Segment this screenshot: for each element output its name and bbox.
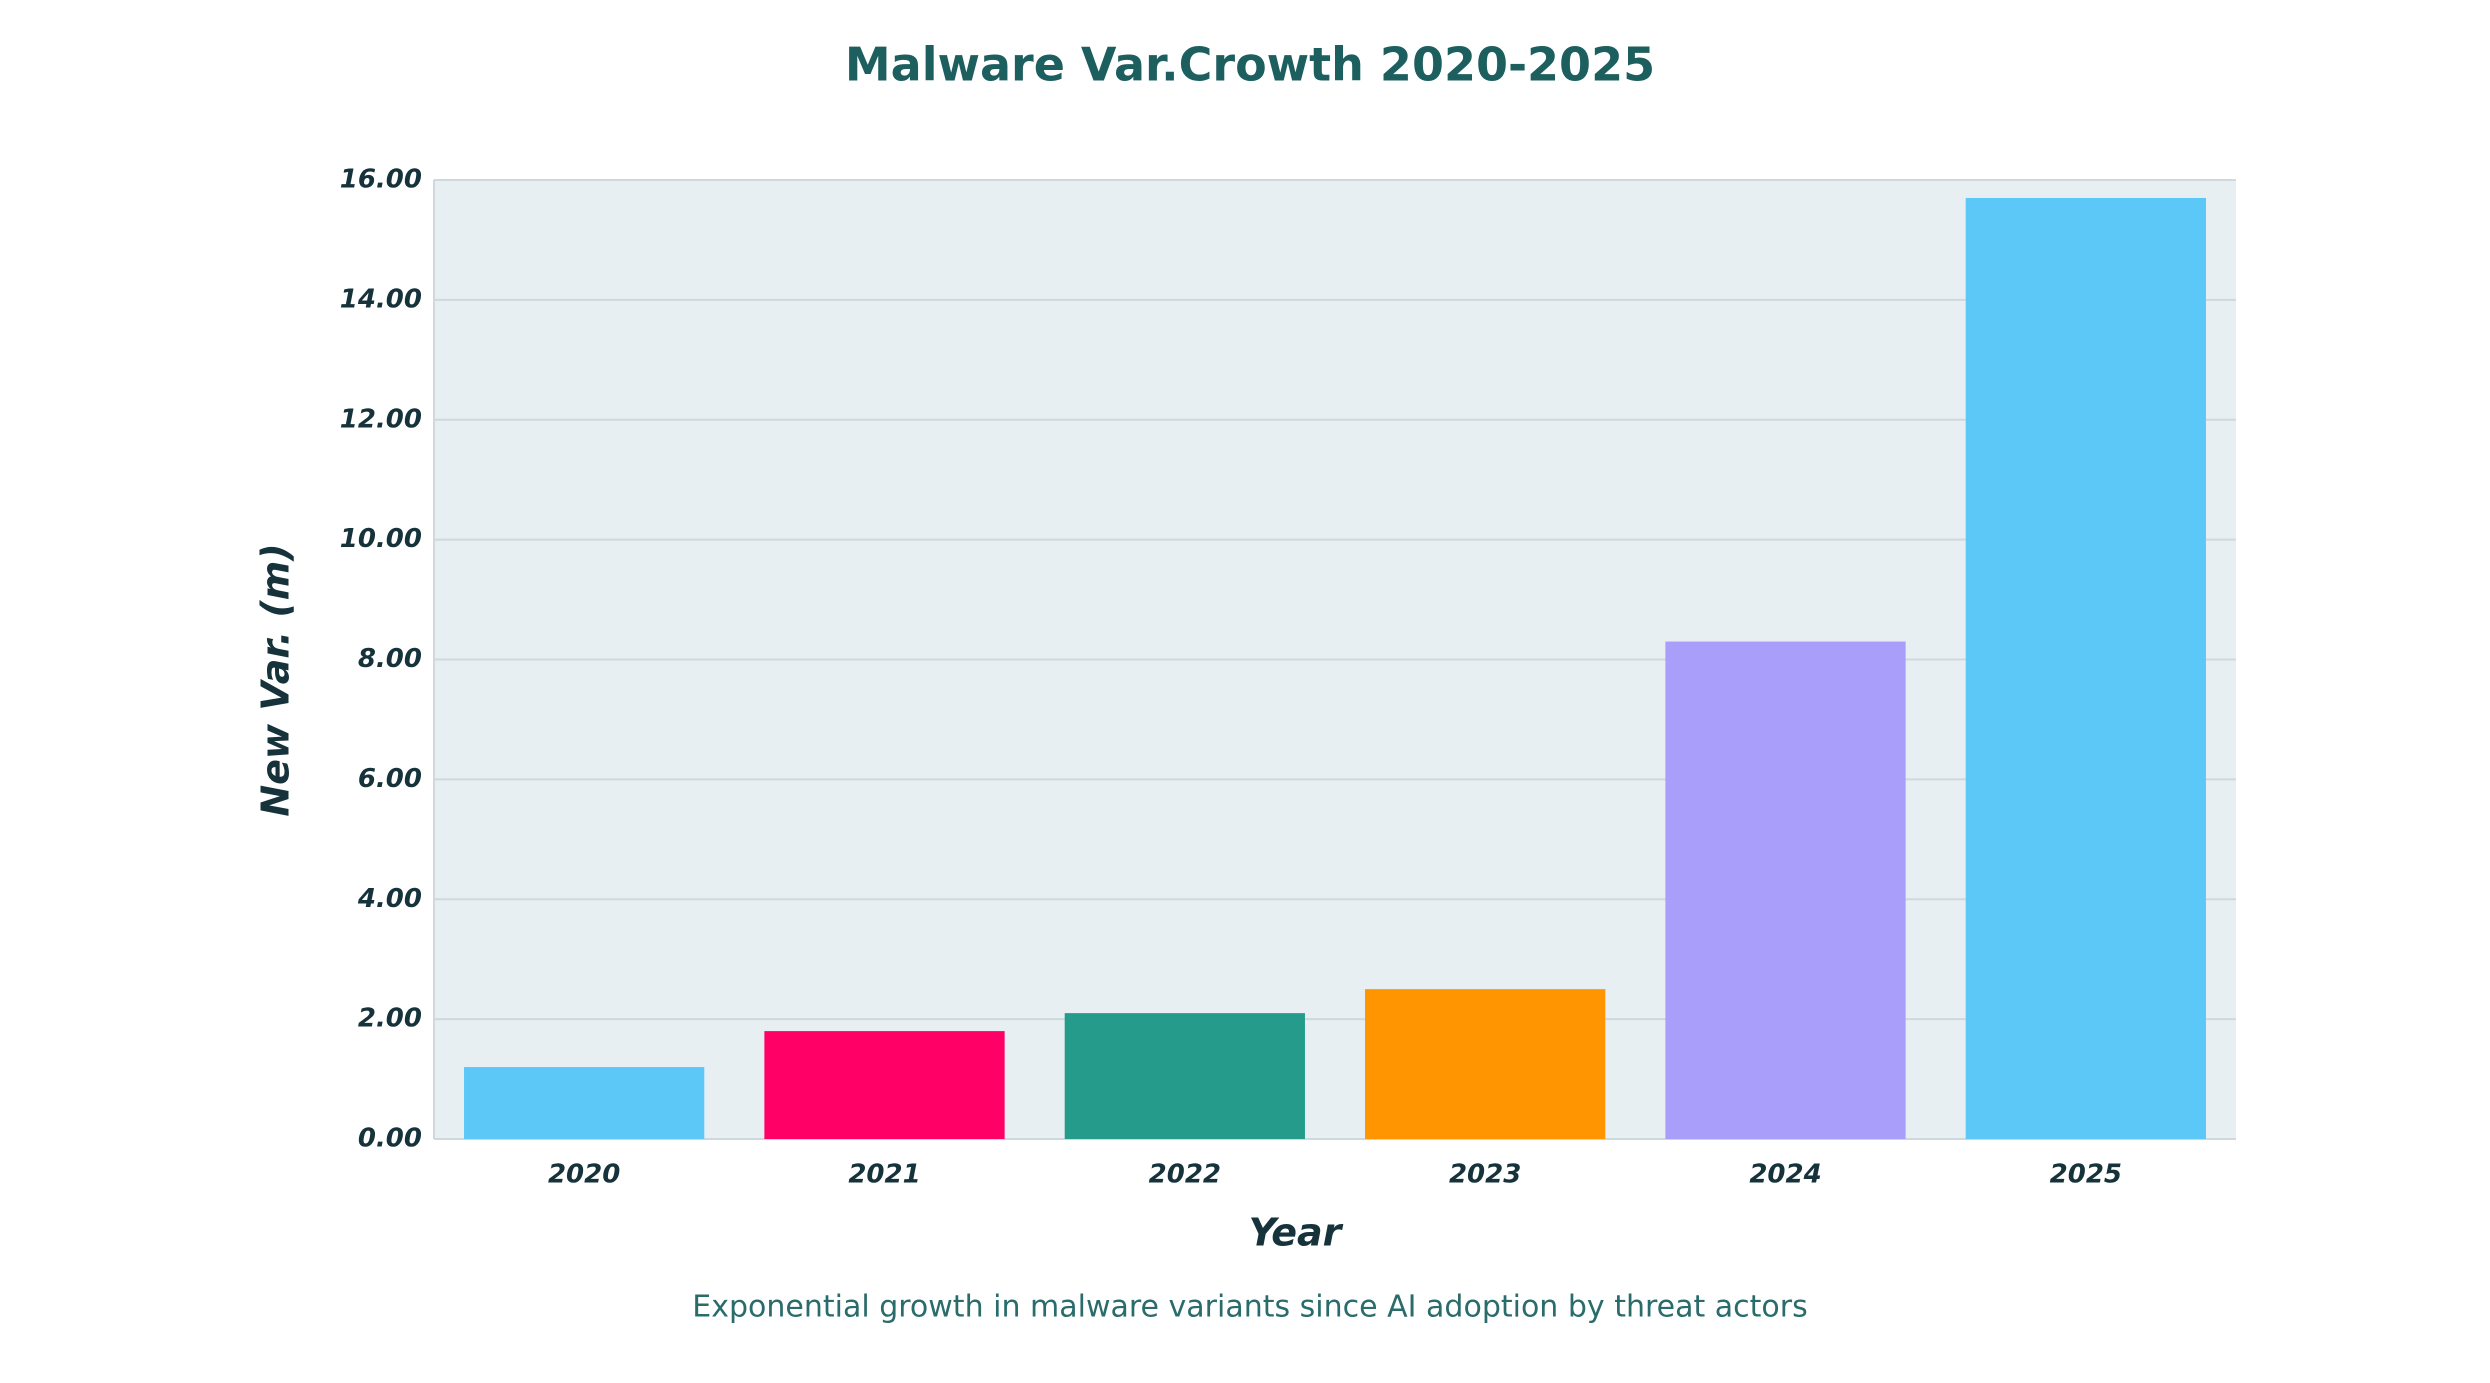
y-tick-label: 12.00 (340, 404, 422, 434)
bar (1965, 197, 2206, 1139)
chart-title: Malware Var.Crowth 2020-2025 (845, 38, 1655, 92)
y-tick-label: 14.00 (340, 284, 422, 314)
bar (1665, 641, 1906, 1139)
x-tick-label: 2023 (1449, 1160, 1521, 1190)
x-tick-label: 2025 (2050, 1160, 2122, 1190)
y-tick-label: 2.00 (358, 1004, 422, 1034)
y-tick-label: 16.00 (340, 165, 422, 195)
y-tick-label: 6.00 (358, 764, 422, 794)
y-tick-label: 10.00 (340, 524, 422, 554)
y-tick-label: 4.00 (357, 884, 422, 914)
x-tick-label: 2022 (1149, 1160, 1221, 1190)
bar (764, 1031, 1005, 1139)
caption: Exponential growth in malware variants s… (692, 1290, 1808, 1325)
bar (464, 1067, 705, 1139)
y-tick-label: 0.00 (358, 1124, 422, 1154)
y-axis-title: New Var. (m) (254, 543, 298, 816)
x-tick-label: 2024 (1749, 1160, 1821, 1190)
x-tick-label: 2021 (848, 1160, 920, 1190)
y-tick-label: 8.00 (358, 644, 422, 674)
bar (1064, 1013, 1305, 1139)
bar (1365, 989, 1606, 1139)
x-axis-title: Year (1249, 1211, 1344, 1255)
x-tick-label: 2020 (548, 1160, 620, 1190)
